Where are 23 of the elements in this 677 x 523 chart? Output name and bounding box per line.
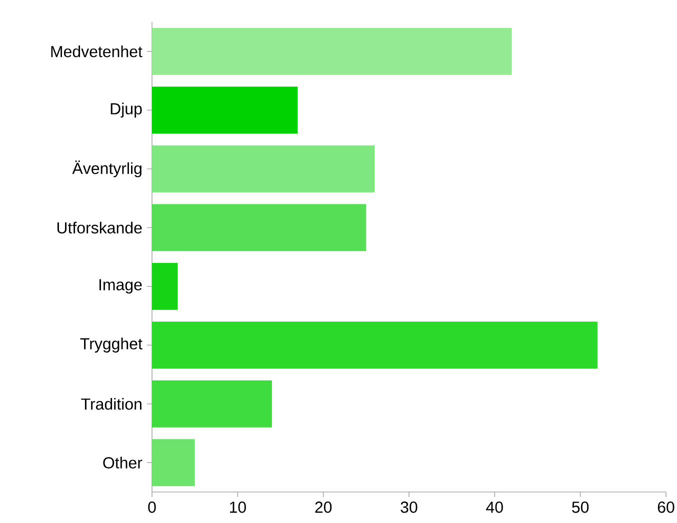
- x-tick-label: 60: [658, 502, 674, 513]
- x-tick-label: 30: [400, 502, 418, 513]
- bar: [152, 322, 598, 369]
- y-tick-label: Trygghet: [80, 338, 142, 353]
- y-tick-label: Other: [103, 456, 142, 468]
- y-tick-label: Medvetenhet: [51, 46, 142, 58]
- x-tick-label: 10: [230, 502, 246, 513]
- bar: [152, 28, 512, 75]
- bar: [152, 262, 178, 310]
- x-tick-label: 20: [315, 502, 332, 513]
- x-tick-label: 50: [572, 502, 589, 513]
- y-tick-label: Image: [99, 279, 142, 294]
- bar: [152, 204, 366, 252]
- bar: [152, 145, 375, 192]
- x-tick-label: 0: [148, 502, 156, 513]
- bar: [152, 86, 298, 134]
- y-tick-label: Tradition: [81, 398, 142, 410]
- y-tick-label: Djup: [110, 102, 142, 118]
- y-tick-label: Äventyrlig: [72, 160, 142, 178]
- y-tick-label: Utforskande: [57, 222, 142, 234]
- bar: [152, 439, 195, 486]
- x-tick-label: 40: [486, 502, 503, 513]
- bar: [152, 380, 272, 428]
